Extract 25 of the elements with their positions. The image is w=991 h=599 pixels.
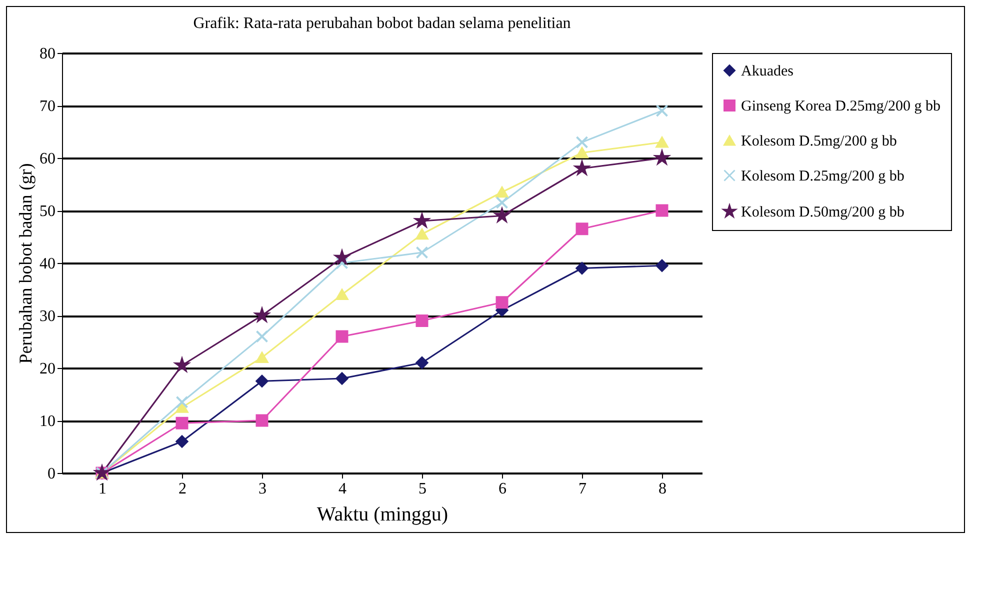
chart-title: Grafik: Rata-rata perubahan bobot badan selama penelitian	[193, 15, 571, 32]
y-tick-label: 50	[40, 203, 56, 220]
legend-label: Kolesom D.50mg/200 g bb	[741, 204, 904, 220]
x-tick-label: 7	[578, 480, 586, 498]
x-tick-label: 4	[338, 480, 346, 498]
y-tick-label: 80	[40, 46, 56, 62]
x-tick-label: 3	[258, 480, 266, 498]
x-tick-label: 2	[178, 480, 186, 498]
x-tick-label: 5	[418, 480, 426, 498]
x-tick-label: 8	[658, 480, 666, 498]
y-tick-label: 40	[40, 256, 56, 272]
y-axis-title: Perubahan bobot badan (gr)	[16, 163, 36, 364]
y-tick-label: 10	[40, 413, 56, 430]
legend-label: Kolesom D.5mg/200 g bb	[741, 134, 897, 150]
y-tick-label: 60	[40, 150, 56, 168]
x-tick-label: 1	[98, 480, 106, 498]
x-tick-label: 6	[498, 480, 506, 498]
legend-label: Ginseng Korea D.25mg/200 g bb	[741, 98, 941, 114]
y-tick-label: 20	[40, 360, 56, 378]
legend-label: Akuades	[741, 64, 794, 80]
legend-label: Kolesom D.25mg/200 g bb	[741, 168, 904, 184]
y-tick-label: 30	[40, 308, 56, 325]
y-tick-label: 0	[48, 466, 56, 482]
y-tick-label: 70	[40, 98, 56, 115]
x-axis-title: Waktu (minggu)	[316, 504, 448, 526]
